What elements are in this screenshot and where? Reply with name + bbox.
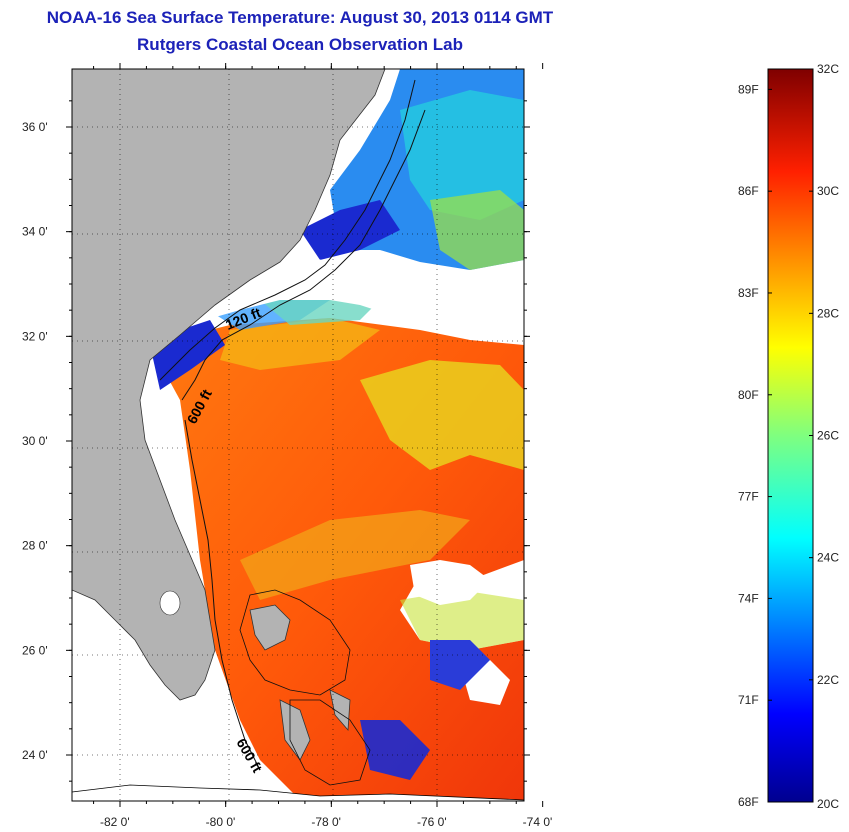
bahamas-island [249,604,291,651]
lat-tick-label: 32 0' [22,329,48,343]
latitude-axis: 36 0' 34 0' 32 0' 30 0' 28 0' 26 0' 24 0' [22,120,530,762]
contour-shelf [289,699,371,786]
lat-tick-label: 26 0' [22,643,48,657]
map-subtitle: Rutgers Coastal Ocean Observation Lab [137,35,463,54]
lat-tick-label: 30 0' [22,434,48,448]
cool-bahamas-waters [430,640,490,690]
land-mass [72,69,386,701]
lat-tick-label: 36 0' [22,120,48,134]
lake-okeechobee [159,590,181,616]
cool-northern-waters [400,90,524,220]
contour-600ft [181,109,426,401]
lon-tick-label: -82 0' [100,815,130,829]
lat-tick-label: 28 0' [22,539,48,553]
contour-shelf [239,589,351,696]
cool-patch [360,360,524,470]
cool-patch [220,318,380,370]
lat-tick-label: 24 0' [22,748,48,762]
lon-tick-label: -80 0' [206,815,236,829]
lon-tick-label: -76 0' [417,815,447,829]
cool-northern-waters [300,200,400,260]
cool-northern-waters [430,190,524,270]
map-title: NOAA-16 Sea Surface Temperature: August … [46,8,554,27]
lon-tick-label: -74 0' [523,815,553,829]
cool-patch [400,590,524,650]
bahamas-island [329,689,351,731]
contour-600ft [184,419,261,771]
longitude-axis: -82 0' -80 0' -78 0' -76 0' -74 0' [100,63,552,829]
graticule [72,69,524,801]
map-frame [71,68,525,802]
lon-tick-label: -78 0' [311,815,341,829]
bahamas-island [279,699,311,761]
cloud-mask [410,560,490,605]
land-cuba [72,784,524,801]
cloud-mask [205,250,490,320]
lat-tick-label: 34 0' [22,225,48,239]
contour-120ft [159,79,416,381]
cool-bahamas-waters [360,720,430,780]
cool-patch [240,510,470,600]
